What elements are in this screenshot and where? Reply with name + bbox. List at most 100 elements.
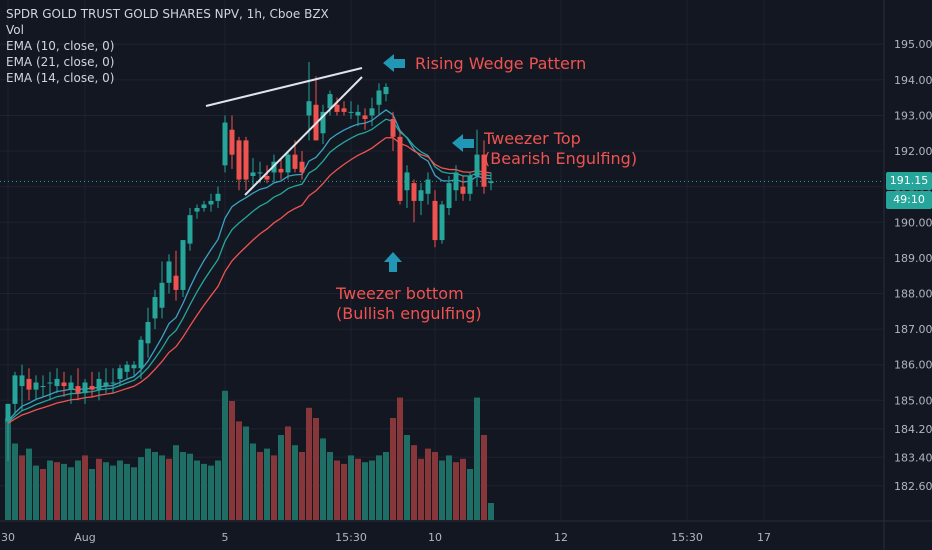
candle-body (362, 115, 368, 120)
candle (481, 140, 487, 194)
candle (467, 172, 473, 201)
candle-body (243, 140, 249, 180)
volume-bar (152, 452, 158, 520)
volume-bar (383, 452, 389, 520)
legend-ema-14: EMA (14, close, 0) (6, 71, 115, 85)
volume-bar (33, 465, 39, 520)
volume-bars (5, 390, 494, 520)
candles (5, 62, 494, 461)
candle (173, 250, 179, 301)
candle (33, 375, 39, 401)
candle (145, 307, 151, 358)
candle (390, 111, 396, 152)
x-tick-label: 10 (428, 531, 442, 544)
y-tick-label: 195.00 (894, 38, 932, 51)
volume-bar (362, 462, 368, 520)
candle-body (47, 382, 53, 384)
candle-body (194, 208, 200, 212)
volume-bar (369, 460, 375, 520)
candle (89, 371, 95, 397)
candle-body (250, 172, 256, 176)
wedge-lower-line (244, 76, 363, 196)
candle-body (292, 154, 298, 169)
candle-body (299, 161, 305, 173)
y-tick-label: 192.00 (894, 145, 932, 158)
x-tick-label: Aug (74, 531, 95, 544)
candle-body (481, 154, 487, 187)
candle-body (376, 90, 382, 105)
volume-bar (299, 452, 305, 520)
volume-bar (75, 460, 81, 520)
rising-wedge-lines (205, 67, 363, 196)
candle-body (348, 111, 354, 113)
volume-bar (404, 435, 410, 520)
volume-bar (446, 455, 452, 520)
candle (362, 108, 368, 130)
candle-body (166, 261, 172, 283)
volume-bar (355, 458, 361, 520)
candle-body (390, 119, 396, 137)
candle-body (411, 183, 417, 201)
last-price-tag: 191.15 (886, 172, 932, 191)
volume-bar (229, 401, 235, 520)
candle-body (418, 190, 424, 201)
chart-legend: SPDR GOLD TRUST GOLD SHARES NPV, 1h, Cbo… (6, 6, 329, 86)
candle (110, 368, 116, 394)
wedge-annotation: Rising Wedge Pattern (415, 54, 587, 73)
candle (383, 83, 389, 102)
candle (152, 289, 158, 330)
ema-10-line (7, 109, 492, 422)
volume-bar (54, 462, 60, 520)
candle (460, 175, 466, 201)
candle (425, 172, 431, 205)
candle-body (327, 94, 333, 109)
volume-bar (117, 460, 123, 520)
legend-ema-21: EMA (21, close, 0) (6, 55, 115, 69)
volume-bar (138, 457, 144, 520)
candle-body (12, 375, 18, 404)
candle (474, 129, 480, 187)
candle (404, 165, 410, 209)
volume-bar (264, 448, 270, 520)
volume-bar (271, 455, 277, 520)
volume-bar (68, 467, 74, 520)
x-tick-label: 17 (757, 531, 771, 544)
legend-ema-10: EMA (10, close, 0) (6, 39, 115, 53)
y-tick-label: 187.00 (894, 323, 932, 336)
candle (215, 186, 221, 209)
tweezer-top-annotation: Tweezer Top (484, 129, 581, 148)
tweezer-bottom-subtitle: (Bullish engulfing) (336, 304, 482, 323)
candle-body (229, 129, 235, 155)
x-tick-label: 15:30 (335, 531, 367, 544)
candle (278, 158, 284, 180)
y-tick-label: 190.00 (894, 216, 932, 229)
candle (411, 179, 417, 223)
candle (117, 364, 123, 387)
candle (299, 151, 305, 180)
volume-bar (488, 503, 494, 520)
volume-bar (257, 452, 263, 520)
x-tick-label: 12 (554, 531, 568, 544)
volume-bar (166, 458, 172, 520)
y-tick-label: 183.40 (894, 451, 932, 464)
volume-bar (481, 435, 487, 520)
volume-bar (320, 438, 326, 520)
candle (439, 200, 445, 244)
candle-body (152, 297, 158, 319)
candle (446, 175, 452, 216)
volume-bar (306, 407, 312, 520)
candle (327, 90, 333, 116)
tweezer-bottom-annotation: Tweezer bottom (336, 284, 464, 303)
volume-bar (110, 465, 116, 520)
volume-bar (327, 452, 333, 520)
y-tick-label: 184.20 (894, 423, 932, 436)
candle (285, 151, 291, 180)
volume-bar (222, 390, 228, 520)
volume-bar (411, 445, 417, 520)
bar-countdown-tag: 49:10 (886, 191, 932, 210)
candle-body (432, 200, 438, 241)
candle (369, 97, 375, 127)
candle (47, 371, 53, 401)
candle (208, 193, 214, 212)
candle (131, 361, 137, 376)
